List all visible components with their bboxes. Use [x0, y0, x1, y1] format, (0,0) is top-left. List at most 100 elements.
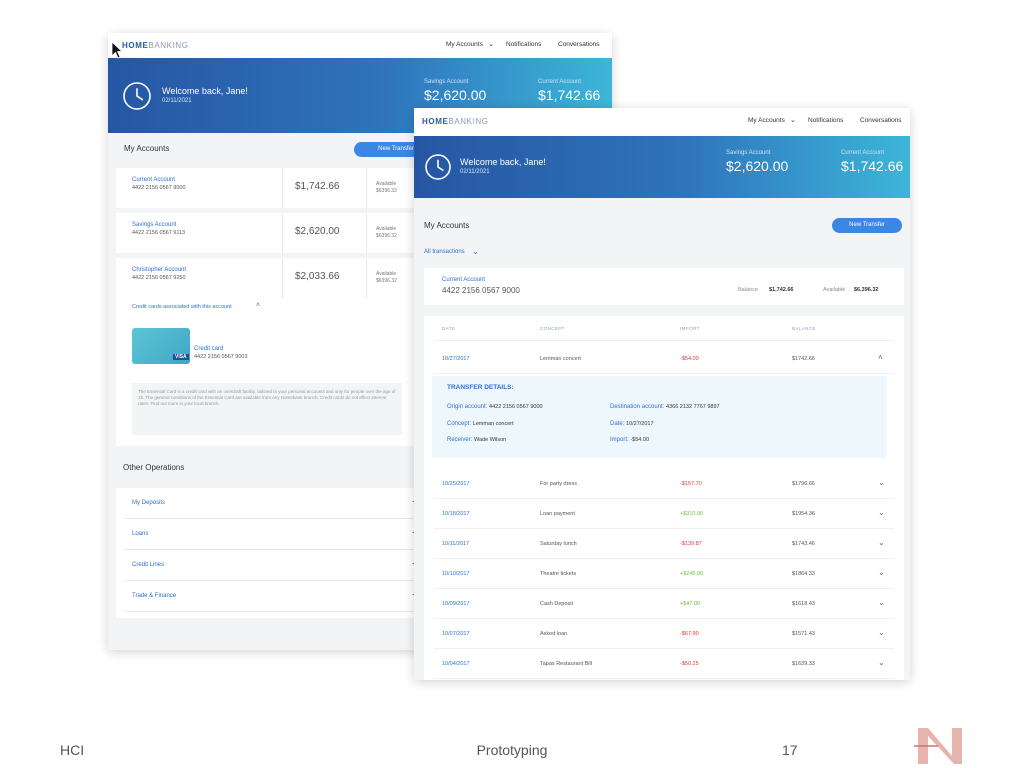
- divider: [366, 213, 367, 253]
- divider: [434, 618, 894, 619]
- row-import: +$47.00: [680, 601, 701, 607]
- available-amount: $6396.32: [376, 278, 397, 284]
- account-row[interactable]: Savings Account 4422 2156 0567 9113 $2,620…: [116, 213, 416, 253]
- available-label: Available: [376, 271, 397, 277]
- balance-amount: $2,620.00: [726, 158, 789, 174]
- row-import: -$54.00: [680, 356, 699, 362]
- row-balance: $1618.43: [792, 601, 815, 607]
- account-row[interactable]: Current Account 4422 2156 0567 9000 $1,742…: [116, 168, 416, 208]
- header-bar: [414, 108, 910, 136]
- new-transfer-button[interactable]: New Transfer: [832, 218, 902, 233]
- row-balance: $1639.33: [792, 661, 815, 667]
- banner: Welcome back, Jane! 02/11/2021 Savings Acc…: [414, 136, 910, 198]
- row-date: 10/07/2017: [442, 631, 470, 637]
- greeting: Welcome back, Jane!: [162, 85, 248, 96]
- header-bar: [108, 33, 612, 58]
- filter-chevron: ⌄: [472, 247, 479, 256]
- transactions-table: DATE CONCEPT IMPORT BALANCE 10/27/2017 Lemman…: [424, 316, 904, 680]
- filter[interactable]: All transactions: [424, 249, 465, 255]
- date: 02/11/2021: [162, 97, 192, 104]
- account-row[interactable]: Christopher Account 4422 2156 0567 9250 $2…: [116, 258, 416, 298]
- row-balance: $1864.33: [792, 571, 815, 577]
- operation-item[interactable]: My Deposits: [132, 500, 166, 506]
- credit-link[interactable]: Credit cards associated with this accoun…: [132, 304, 232, 310]
- logo: HOMEBANKING: [122, 41, 189, 50]
- transaction-row[interactable]: [434, 561, 894, 587]
- detail-field: Date: 10/27/2017: [610, 421, 654, 427]
- nav-chevron: ⌄: [790, 117, 796, 124]
- row-chevron: ⌄: [878, 658, 885, 667]
- transaction-row[interactable]: [434, 651, 894, 677]
- divider: [434, 498, 894, 499]
- divider: [124, 518, 424, 519]
- row-concept: For party dress: [540, 481, 577, 487]
- detail-label: Import:: [610, 437, 629, 443]
- row-concept: Loan payment: [540, 511, 575, 517]
- row-date: 10/27/2017: [442, 356, 470, 362]
- detail-value: Lemman concert: [472, 420, 514, 427]
- balance-label: Savings Account: [726, 150, 771, 156]
- row-import: +$245.90: [680, 571, 704, 577]
- account-name: Current Account: [132, 177, 176, 183]
- row-date: 10/04/2017: [442, 661, 470, 667]
- available-amount: $6396.32: [376, 233, 397, 239]
- available-value: $6,396.32: [854, 287, 879, 293]
- other-title: Other Operations: [123, 463, 185, 472]
- row-import: +$310.90: [680, 511, 704, 517]
- row-import: -$67.90: [680, 631, 699, 637]
- card-number: 4422 2156 0567 9003: [194, 354, 248, 360]
- nav-item[interactable]: My Accounts: [446, 40, 483, 48]
- detail-field: Receiver: Wade Wilson: [447, 437, 506, 443]
- divider: [434, 588, 894, 589]
- row-balance: $1796.66: [792, 481, 815, 487]
- nav-item[interactable]: My Accounts: [748, 117, 785, 124]
- nav-item[interactable]: Notifications: [808, 117, 844, 124]
- row-import: -$139.87: [680, 541, 702, 547]
- nav-item[interactable]: Conversations: [558, 40, 600, 48]
- divider: [434, 558, 894, 559]
- divider: [282, 258, 283, 298]
- row-chevron: ⌄: [878, 478, 885, 487]
- account-number: 4422 2156 0567 9113: [132, 230, 186, 236]
- column-header: IMPORT: [680, 326, 700, 331]
- row-balance: $1571.43: [792, 631, 815, 637]
- row-concept: Asked loan: [540, 631, 568, 637]
- date: 02/11/2021: [460, 169, 490, 175]
- transaction-row[interactable]: [434, 591, 894, 617]
- transaction-row[interactable]: [434, 531, 894, 557]
- detail-field: Concept: Lemman concert: [447, 421, 514, 427]
- available-label: Available: [376, 226, 397, 232]
- transaction-row[interactable]: [434, 471, 894, 497]
- row-concept: Saturday lunch: [540, 541, 577, 547]
- footer-left: HCI: [60, 742, 85, 758]
- university-logo: [914, 728, 962, 764]
- detail-value: -$54.00: [630, 437, 649, 443]
- column-header: CONCEPT: [540, 326, 565, 331]
- operations-list: My Deposits+Loans+Credit Lines+Trade & F…: [116, 488, 426, 618]
- transfer-details: TRANSFER DETAILS: Origin account: 4422 21…: [432, 376, 887, 458]
- operation-item[interactable]: Credit Lines: [132, 562, 165, 568]
- detail-label: Receiver:: [447, 437, 473, 443]
- transaction-row[interactable]: [434, 501, 894, 527]
- nav-item[interactable]: Notifications: [506, 40, 542, 48]
- divider: [434, 373, 894, 374]
- operation-item[interactable]: Trade & Finance: [132, 593, 177, 599]
- row-date: 10/10/2017: [442, 571, 470, 577]
- logo-light: BANKING: [448, 117, 489, 126]
- operation-item[interactable]: Loans: [132, 531, 149, 537]
- logo-bold: HOME: [422, 117, 449, 126]
- account-name: Current Account: [442, 277, 486, 283]
- transaction-row[interactable]: [434, 621, 894, 647]
- divider: [434, 528, 894, 529]
- footer-center: Prototyping: [476, 742, 548, 758]
- available-amount: $6396.32: [376, 188, 397, 194]
- detail-label: Origin account:: [447, 404, 488, 410]
- balance-label: Current Account: [538, 78, 582, 85]
- nav-item[interactable]: Conversations: [860, 117, 902, 124]
- divider: [434, 340, 894, 341]
- detail-value: 10/27/2017: [626, 420, 654, 427]
- transaction-row[interactable]: [434, 346, 894, 372]
- account-amount: $2,620.00: [295, 226, 340, 237]
- detail-field: Origin account: 4422 2156 0567 9000: [447, 404, 543, 410]
- account-number: 4422 2156 0567 9250: [132, 275, 186, 281]
